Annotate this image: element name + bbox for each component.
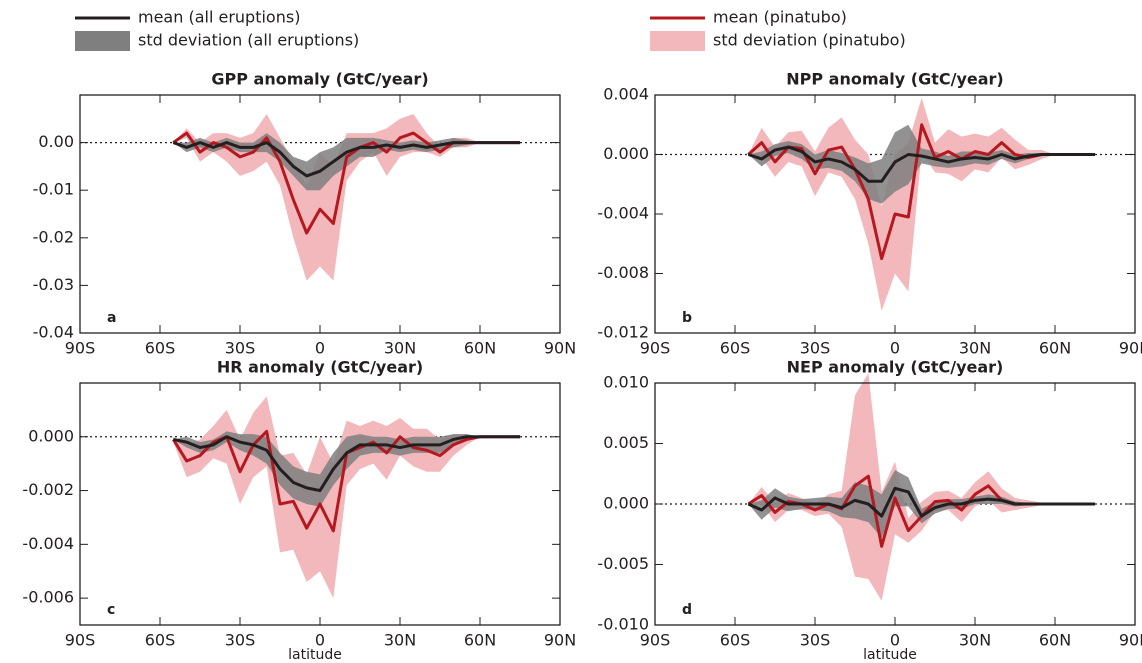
panel-title: GPP anomaly (GtC/year) [211,70,428,89]
panel: NEP anomaly (GtC/year) 0.010 0.005 0.000 -0.… [597,358,1142,663]
x-tick-label: 60S [720,339,751,358]
std-band [173,431,521,507]
std-band [748,373,1095,601]
panel-letter: d [682,602,692,618]
x-tick-label: 0 [315,339,325,358]
mean-line [172,141,520,178]
std-band [748,124,1095,204]
x-tick-label: 30N [959,339,991,358]
legend-swatch [75,31,130,51]
panel-title: NPP anomaly (GtC/year) [786,70,1004,89]
y-tick-label: 0.005 [603,433,649,452]
y-tick-label: -0.03 [33,275,74,294]
x-tick-label: 60N [1039,339,1071,358]
y-tick-label: -0.01 [33,180,74,199]
x-tick-label: 30S [800,631,831,650]
x-tick-label: 60N [1039,631,1071,650]
y-tick-label: -0.010 [597,615,649,634]
y-tick-label: -0.012 [597,323,649,342]
y-tick-label: 0.00 [38,132,74,151]
x-tick-label: 60S [145,339,176,358]
legend-label: std deviation (all eruptions) [138,31,359,50]
panel-title: NEP anomaly (GtC/year) [787,358,1004,377]
x-tick-label: 90N [544,339,576,358]
panel-letter: a [107,310,116,326]
legend-label: std deviation (pinatubo) [713,31,906,50]
y-tick-label: 0.000 [603,494,649,513]
y-tick-label: -0.005 [597,554,649,573]
x-tick-label: 60N [464,339,496,358]
mean-line [747,145,1095,183]
x-tick-label: 90N [1119,631,1142,650]
std-band [173,114,521,281]
x-tick-label: 90S [65,339,96,358]
y-tick-label: 0.000 [603,144,649,163]
x-tick-label: 90S [65,631,96,650]
y-tick-label: 0.004 [603,85,649,104]
legend-label: mean (all eruptions) [138,8,300,27]
mean-line [173,435,520,493]
legend-swatch [650,31,705,51]
y-tick-label: -0.004 [597,204,649,223]
x-tick-label: 90S [640,631,671,650]
panel: NPP anomaly (GtC/year) 0.004 0.000 -0.004 -0… [597,70,1142,358]
panel-letter: c [107,602,115,618]
mean-line [747,486,1095,518]
y-tick-label: -0.004 [22,534,74,553]
x-tick-label: 90S [640,339,671,358]
panel: HR anomaly (GtC/year) 0.000 -0.002 -0.004 -0… [22,358,576,663]
y-tick-label: 0.000 [28,426,74,445]
x-tick-label: 60S [720,631,751,650]
panel-letter: b [682,310,692,326]
legend-label: mean (pinatubo) [713,8,847,27]
x-tick-label: 30N [959,631,991,650]
y-tick-label: 0.010 [603,373,649,392]
x-tick-label: 60S [145,631,176,650]
panel: GPP anomaly (GtC/year) 0.00 -0.01 -0.02 -0.0… [33,70,577,358]
x-tick-label: 30N [384,631,416,650]
std-band [748,97,1095,311]
y-tick-label: -0.002 [22,480,74,499]
y-tick-label: -0.04 [33,323,74,342]
x-tick-label: 30S [800,339,831,358]
panel-title: HR anomaly (GtC/year) [217,358,423,377]
std-band [173,396,521,599]
x-tick-label: 90N [1119,339,1142,358]
x-axis-label: latitude [288,647,342,663]
x-tick-label: 0 [890,339,900,358]
x-tick-label: 30S [225,339,256,358]
x-tick-label: 0 [890,631,900,650]
x-tick-label: 30N [384,339,416,358]
y-tick-label: -0.006 [22,588,74,607]
y-tick-label: -0.008 [597,263,649,282]
x-tick-label: 0 [315,631,325,650]
y-tick-label: -0.02 [33,227,74,246]
x-tick-label: 60N [464,631,496,650]
x-tick-label: 30S [225,631,256,650]
x-tick-label: 90N [544,631,576,650]
x-axis-label: latitude [863,647,917,663]
